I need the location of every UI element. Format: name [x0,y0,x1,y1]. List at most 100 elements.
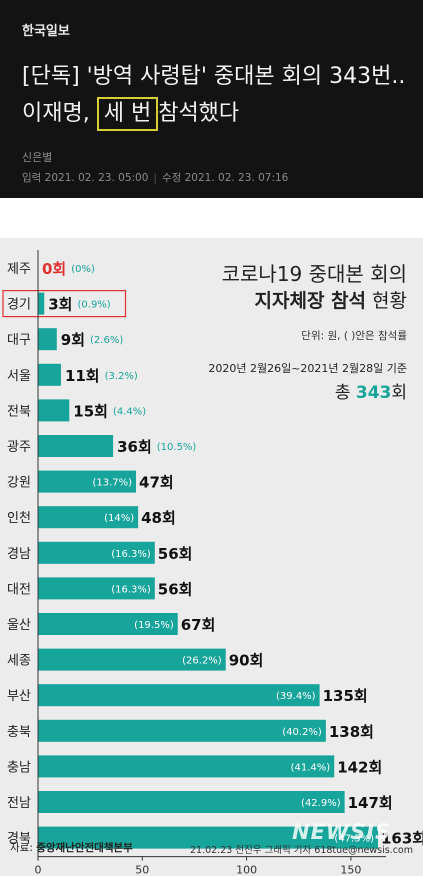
value-label: 3회 [48,296,72,314]
bar [38,363,61,386]
article-dates: 입력 2021. 02. 23. 05:00 | 수정 2021. 02. 23. … [22,170,288,185]
rate-label: (26.2%) [182,656,222,667]
category-label: 부산 [7,689,31,704]
bar [38,684,320,707]
category-label: 대전 [7,582,31,597]
category-label: 충북 [7,725,31,740]
bar [38,613,178,635]
rate-label: (19.5%) [134,620,174,631]
value-label: 56회 [158,545,193,563]
rate-label: (2.6%) [90,335,123,346]
value-label: 90회 [229,652,264,670]
rate-label: (41.4%) [291,762,331,773]
rate-label: (3.2%) [105,371,138,382]
modified-date: 2021. 02. 23. 07:16 [184,172,289,184]
date-separator: | [153,172,157,184]
value-label: 138회 [329,723,374,741]
highlight-box [2,289,127,318]
data-source: 자료: 중앙재난안전대책본부 [10,840,133,855]
rate-label: (39.4%) [276,691,316,702]
graphic-credit: 21.02.23 전진우 그래픽 기자 618tue@newsis.com [189,845,413,856]
headline-text-end: 참석했다 [158,101,240,126]
total-suffix: 회 [391,383,407,403]
rate-label: (42.9%) [301,798,341,809]
period-note: 2020년 2월26일~2021년 2월28일 기준 [208,362,407,375]
value-label: 67회 [181,616,216,634]
bar [38,648,226,671]
x-tick-label: 0 [35,864,42,876]
source-name: 중앙재난안전대책본부 [36,842,133,854]
rate-label: (47.5%) [334,834,374,845]
bar [38,399,70,422]
rate-label: (40.2%) [282,727,322,738]
value-label: 142회 [337,758,382,776]
article-headline[interactable]: [단독] '방역 사령탑' 중대본 회의 343번.. 이재명, 세 번 참석했다 [22,58,417,132]
bar [38,328,57,351]
bar [38,719,326,742]
category-label: 인천 [7,511,31,526]
total-count: 총 343회 [335,378,407,403]
bar [38,577,155,600]
bar [38,755,335,778]
news-article-header: 한국일보 [단독] '방역 사령탑' 중대본 회의 343번.. 이재명, 세 … [0,0,423,198]
headline-highlight: 세 번 [96,97,159,131]
author-name[interactable]: 신은별 [22,151,53,164]
value-label: 11회 [65,367,100,385]
value-label: 56회 [158,580,193,598]
attendance-chart: 0 50 100 150 제주 0회 (0%) 경기 3회 (0.9%) 대구 9회 (2.6%) 서울 1… [0,238,423,876]
category-label: 충남 [7,760,31,775]
chart-title: 코로나19 중대본 회의 [221,262,407,286]
category-label: 전남 [7,796,31,811]
rate-label: (16.3%) [111,549,151,560]
publisher-logo: 한국일보 [22,24,70,39]
value-label: 0회 [42,260,66,278]
bar [38,506,139,529]
rate-label: (10.5%) [157,442,197,453]
category-label: 제주 [7,262,31,277]
category-label: 세종 [7,654,31,669]
bar [38,826,378,849]
rate-label: (0%) [71,264,95,275]
category-label: 서울 [7,369,31,384]
x-tick-label: 100 [236,864,257,876]
rate-label: (16.3%) [111,584,151,595]
category-label: 경기 [7,298,31,313]
bar [38,292,45,315]
value-label: 15회 [73,402,108,420]
rate-label: (14%) [104,513,134,524]
category-label: 울산 [7,618,31,633]
total-value: 343 [355,383,392,403]
value-label: 36회 [117,438,152,456]
category-label: 광주 [7,440,31,455]
value-label: 48회 [141,509,176,527]
rate-label: (4.4%) [113,406,146,417]
subtitle-bold: 지자체장 참석 [254,290,367,312]
bar [38,791,345,813]
bar [38,541,155,564]
x-tick-label: 150 [340,864,361,876]
subtitle-rest: 현황 [366,290,407,312]
source-label: 자료: [10,842,37,854]
value-label: 163회 [381,830,423,848]
category-label: 대구 [7,333,31,348]
published-label: 입력 [22,172,42,184]
rate-label: (0.9%) [78,300,111,311]
modified-label: 수정 [161,172,182,184]
bar [38,470,137,493]
chart-subtitle: 지자체장 참석 현황 [255,286,408,313]
value-label: 47회 [139,474,174,492]
value-label: 9회 [61,331,85,349]
total-prefix: 총 [334,383,356,403]
category-label: 전북 [7,404,31,419]
category-label: 강원 [7,476,31,491]
headline-text: [단독] '방역 사령탑' 중대본 회의 343번.. 이재명, [22,64,406,126]
published-date: 2021. 02. 23. 05:00 [44,172,149,184]
rate-label: (13.7%) [92,478,132,489]
x-tick-label: 50 [135,864,149,876]
unit-note: 단위: 원, ( )안은 참석률 [301,330,407,342]
value-label: 135회 [323,687,368,705]
category-label: 경남 [7,547,31,562]
bar [38,435,114,457]
value-label: 147회 [348,794,393,812]
bar-chart-svg: 0 50 100 150 제주 0회 (0%) 경기 3회 (0.9%) 대구 9회 (2.6%) 서울 1… [2,250,423,876]
